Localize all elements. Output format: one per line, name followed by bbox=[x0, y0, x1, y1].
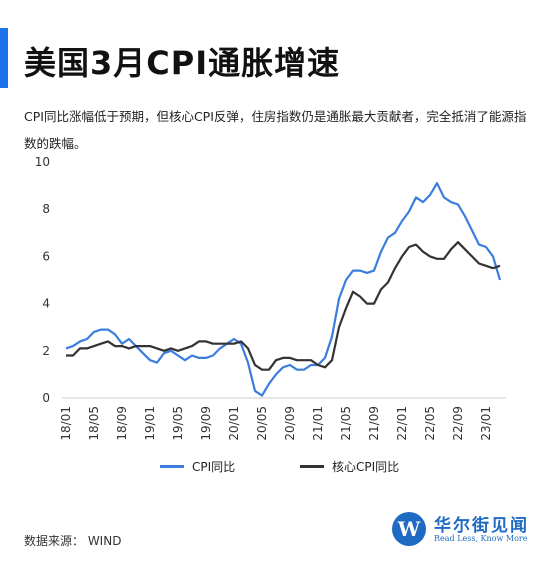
x-tick-label: 20/01 bbox=[227, 406, 241, 441]
brand-logo[interactable]: W 华尔街见闻 Read Less, Know More bbox=[392, 506, 542, 556]
y-tick-label: 0 bbox=[42, 391, 50, 405]
x-tick-label: 18/09 bbox=[115, 406, 129, 441]
accent-bar bbox=[0, 28, 8, 88]
legend-item-core-cpi: 核心CPI同比 bbox=[300, 458, 399, 475]
y-tick-label: 10 bbox=[35, 155, 50, 169]
legend-swatch-cpi bbox=[160, 465, 184, 468]
series-line-cpi bbox=[65, 182, 502, 397]
series-line-core-cpi bbox=[66, 241, 501, 371]
logo-name: 华尔街见闻 bbox=[434, 516, 529, 536]
legend-swatch-core-cpi bbox=[300, 465, 324, 468]
y-tick-label: 6 bbox=[42, 249, 50, 263]
legend-label-core-cpi: 核心CPI同比 bbox=[332, 460, 400, 474]
logo-tagline: Read Less, Know More bbox=[434, 534, 528, 543]
y-tick-label: 4 bbox=[42, 297, 50, 311]
y-axis-ticks: 0 2 4 6 8 10 bbox=[35, 155, 50, 405]
cpi-line-chart: 0 2 4 6 8 10 18/01 18/05 18/09 19/01 19/05 19/09 20… bbox=[35, 155, 506, 441]
x-tick-label: 22/01 bbox=[395, 406, 409, 441]
logo-mark-icon: W bbox=[392, 512, 426, 546]
x-tick-label: 19/05 bbox=[171, 406, 185, 441]
x-tick-label: 20/05 bbox=[255, 406, 269, 441]
x-tick-label: 18/05 bbox=[87, 406, 101, 441]
page-subtitle: CPI同比涨幅低于预期，但核心CPI反弹，住房指数仍是通胀最大贡献者，完全抵消了… bbox=[24, 109, 527, 151]
x-tick-label: 20/09 bbox=[283, 406, 297, 441]
x-tick-label: 19/09 bbox=[199, 406, 213, 441]
legend-item-cpi: CPI同比 bbox=[160, 458, 235, 475]
x-axis-ticks: 18/01 18/05 18/09 19/01 19/05 19/09 20/01 20/05… bbox=[59, 406, 493, 441]
x-tick-label: 19/01 bbox=[143, 406, 157, 441]
x-tick-label: 21/05 bbox=[339, 406, 353, 441]
legend-label-cpi: CPI同比 bbox=[192, 460, 236, 474]
x-tick-label: 21/01 bbox=[311, 406, 325, 441]
x-tick-label: 22/05 bbox=[423, 406, 437, 441]
y-tick-label: 8 bbox=[42, 202, 50, 216]
chart-legend: CPI同比 核心CPI同比 bbox=[0, 458, 550, 480]
x-tick-label: 22/09 bbox=[451, 406, 465, 441]
data-source: 数据来源： WIND bbox=[24, 534, 122, 548]
x-tick-label: 21/09 bbox=[367, 406, 381, 441]
x-tick-label: 18/01 bbox=[59, 406, 73, 441]
series-lines bbox=[65, 182, 502, 397]
y-tick-label: 2 bbox=[42, 344, 50, 358]
x-tick-label: 23/01 bbox=[479, 406, 493, 441]
page-title: 美国3月CPI通胀增速 bbox=[24, 44, 341, 82]
